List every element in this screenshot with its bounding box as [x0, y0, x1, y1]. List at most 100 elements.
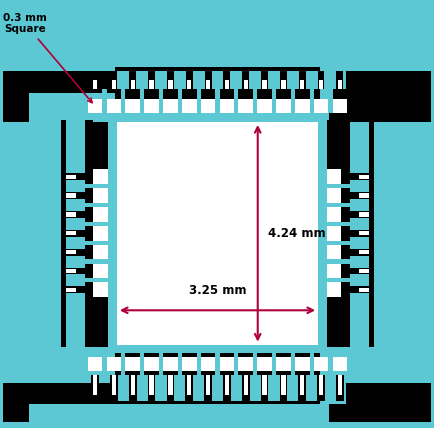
Bar [167, 71, 174, 89]
Bar [253, 89, 257, 113]
Bar [115, 89, 319, 122]
Bar [148, 375, 155, 401]
Bar [326, 184, 349, 188]
Bar [177, 89, 181, 113]
Bar [93, 80, 97, 89]
Bar [187, 375, 191, 395]
Bar [93, 113, 108, 122]
Bar [257, 357, 271, 371]
Bar [85, 278, 108, 282]
Bar [238, 99, 253, 113]
Bar [66, 212, 76, 217]
Bar [110, 71, 117, 89]
Text: 0.3 mm
Square: 0.3 mm Square [3, 13, 92, 103]
Bar [358, 212, 368, 217]
Bar [201, 99, 215, 113]
Bar [144, 99, 158, 113]
Bar [93, 169, 108, 184]
Bar [149, 375, 153, 395]
Bar [93, 245, 108, 259]
Bar [181, 99, 196, 113]
Bar [317, 120, 349, 347]
Bar [88, 357, 102, 371]
Bar [358, 250, 368, 254]
Bar [117, 122, 317, 345]
Bar [337, 80, 341, 89]
Bar [326, 226, 340, 241]
Bar [66, 230, 85, 237]
Bar [187, 80, 191, 89]
Bar [177, 353, 181, 375]
Bar [309, 89, 313, 113]
Bar [115, 345, 319, 375]
Bar [271, 353, 276, 375]
Bar [93, 207, 108, 222]
Bar [318, 80, 322, 89]
Bar [93, 264, 108, 278]
Bar [85, 259, 108, 264]
Bar [262, 80, 266, 89]
Bar [144, 357, 158, 371]
Bar [93, 282, 108, 297]
Bar [166, 375, 174, 401]
Bar [93, 99, 108, 113]
Bar [260, 71, 267, 89]
Bar [110, 375, 118, 401]
Bar [85, 184, 108, 188]
Bar [294, 113, 309, 122]
Bar [106, 357, 121, 371]
Bar [326, 282, 340, 297]
Bar [290, 89, 294, 113]
Bar [294, 99, 309, 113]
Bar [326, 203, 349, 207]
Bar [336, 71, 342, 89]
Bar [93, 375, 97, 395]
Bar [358, 175, 368, 179]
Bar [253, 353, 257, 375]
Bar [358, 193, 368, 198]
Bar [233, 89, 238, 113]
Bar [148, 71, 155, 89]
Bar [345, 71, 431, 93]
Bar [115, 401, 319, 404]
Bar [130, 80, 135, 89]
Bar [129, 71, 136, 89]
Bar [201, 357, 215, 371]
Bar [61, 120, 66, 347]
Bar [276, 99, 290, 113]
Bar [3, 383, 115, 404]
Bar [349, 173, 368, 180]
Bar [290, 353, 294, 375]
Bar [163, 357, 177, 371]
Bar [326, 222, 349, 226]
Bar [66, 250, 76, 254]
Bar [215, 89, 219, 113]
Bar [332, 357, 346, 371]
Bar [185, 71, 192, 89]
Bar [158, 89, 163, 113]
Bar [66, 231, 76, 235]
Bar [233, 353, 238, 375]
Bar [271, 89, 276, 113]
Bar [313, 357, 328, 371]
Bar [204, 375, 211, 401]
Bar [328, 89, 431, 122]
Bar [85, 203, 108, 207]
Bar [205, 375, 210, 395]
Bar [326, 241, 349, 245]
Bar [358, 288, 368, 292]
Bar [326, 207, 340, 222]
Bar [102, 89, 106, 113]
Bar [328, 404, 431, 422]
Bar [262, 375, 266, 395]
Bar [281, 80, 285, 89]
Bar [224, 375, 229, 395]
Bar [317, 71, 324, 89]
Bar [358, 269, 368, 273]
Bar [66, 175, 76, 179]
Bar [168, 375, 172, 395]
Bar [299, 80, 304, 89]
Bar [243, 80, 247, 89]
Bar [242, 71, 249, 89]
Bar [3, 71, 115, 93]
